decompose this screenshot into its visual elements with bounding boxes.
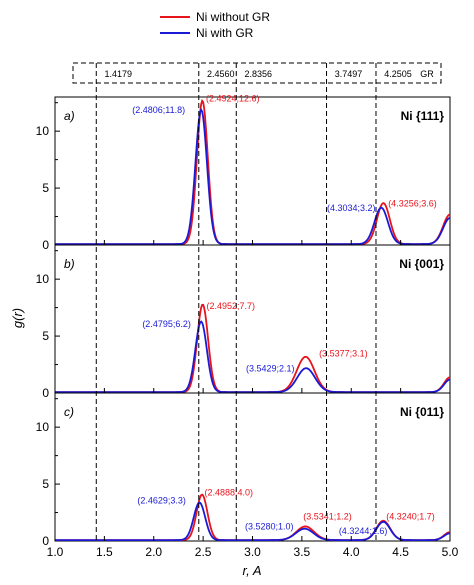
panel-a-plot: 0 5 10 (2.4806;11.8) (2.4924;12.6) (4.3034;3.… [36, 94, 451, 252]
legend-label-without-gr: Ni without GR [196, 10, 270, 24]
peak-annotation: (2.4924;12.6) [206, 94, 260, 104]
y-tick-label: 5 [42, 477, 49, 491]
gr-strip-value: 4.2505 [384, 69, 412, 79]
x-tick-label: 4.5 [392, 545, 409, 559]
series-line-without-gr [55, 303, 451, 393]
gr-strip-value: 3.7497 [335, 69, 363, 79]
gr-strip-value: 2.4560 [207, 69, 235, 79]
panel-c: c) Ni {011} 0 5 10 (2.4629;3.3) (2.4888;4.0)… [36, 392, 451, 548]
peak-annotation: (3.5429;2.1) [246, 363, 295, 373]
peak-annotation: (3.5341;1.2) [303, 511, 352, 521]
y-tick-label: 0 [42, 534, 49, 548]
gr-strip-values: 1.4179 2.4560 2.8356 3.7497 4.2505 [105, 69, 412, 79]
panel-b-label: b) [64, 257, 75, 271]
peak-annotation: (2.4629;3.3) [137, 495, 186, 505]
x-tick-label: 1.5 [96, 545, 113, 559]
y-tick-label: 5 [42, 329, 49, 343]
legend: Ni without GR Ni with GR [160, 10, 270, 40]
x-tick-label: 1.0 [47, 545, 64, 559]
gr-strip-end-label: GR [420, 69, 434, 79]
peak-annotation: (4.3244;1.6) [339, 526, 388, 536]
peak-annotation: (2.4952;7.7) [207, 301, 256, 311]
gr-strip-value: 1.4179 [105, 69, 133, 79]
series-line-without-gr [55, 98, 451, 245]
gr-strip: 1.4179 2.4560 2.8356 3.7497 4.2505 GR [72, 62, 442, 84]
panel-a-plane: Ni {111} [401, 109, 445, 123]
panel-b-plane: Ni {001} [399, 257, 444, 271]
y-tick-label: 0 [42, 238, 49, 252]
legend-label-with-gr: Ni with GR [196, 26, 254, 40]
y-tick-label: 5 [42, 181, 49, 195]
panel-a-label: a) [64, 109, 75, 123]
x-tick-label: 3.5 [294, 545, 311, 559]
y-tick-label: 0 [42, 386, 49, 400]
y-axis-title: g(r) [10, 308, 25, 328]
y-tick-label: 10 [36, 272, 50, 286]
panel-b-plot: 0 5 10 (2.4795;6.2) (2.4952;7.7) (3.5429;2.1)… [36, 250, 451, 400]
series-line-with-gr [55, 320, 451, 393]
gr-strip-box [72, 62, 442, 84]
gr-strip-value: 2.8356 [244, 69, 272, 79]
x-tick-label: 3.0 [244, 545, 261, 559]
y-tick-label: 10 [36, 420, 50, 434]
x-axis-title: r, A [242, 563, 261, 578]
peak-annotation: (2.4806;11.8) [132, 105, 185, 115]
peak-annotation: (4.3256;3.6) [388, 198, 437, 208]
x-tick-label: 2.5 [195, 545, 212, 559]
panel-c-label: c) [64, 405, 74, 419]
x-tick-label: 4.0 [343, 545, 360, 559]
peak-annotation: (4.3240;1.7) [386, 511, 435, 521]
panel-a: a) Ni {111} 0 5 10 (2.4806;11.8) (2.4924;12.… [36, 94, 451, 252]
panel-c-plot: 0 5 10 (2.4629;3.3) (2.4888;4.0) (3.5280;1.0)… [36, 398, 451, 548]
panel-c-plane: Ni {011} [400, 405, 444, 419]
peak-annotation: (3.5280;1.0) [245, 522, 294, 532]
peak-annotation: (4.3034;3.2) [327, 203, 376, 213]
x-tick-label: 2.0 [145, 545, 162, 559]
peak-annotation: (2.4888;4.0) [205, 487, 254, 497]
x-tick-label: 5.0 [442, 545, 459, 559]
panel-b: b) Ni {001} 0 5 10 (2.4795;6.2) (2.4952;7.7)… [36, 244, 451, 400]
y-tick-label: 10 [36, 124, 50, 138]
peak-annotation: (3.5377;3.1) [319, 349, 368, 359]
peak-annotation: (2.4795;6.2) [142, 319, 191, 329]
x-axis: 1.0 1.5 2.0 2.5 3.0 3.5 4.0 4.5 5.0 [47, 240, 459, 559]
